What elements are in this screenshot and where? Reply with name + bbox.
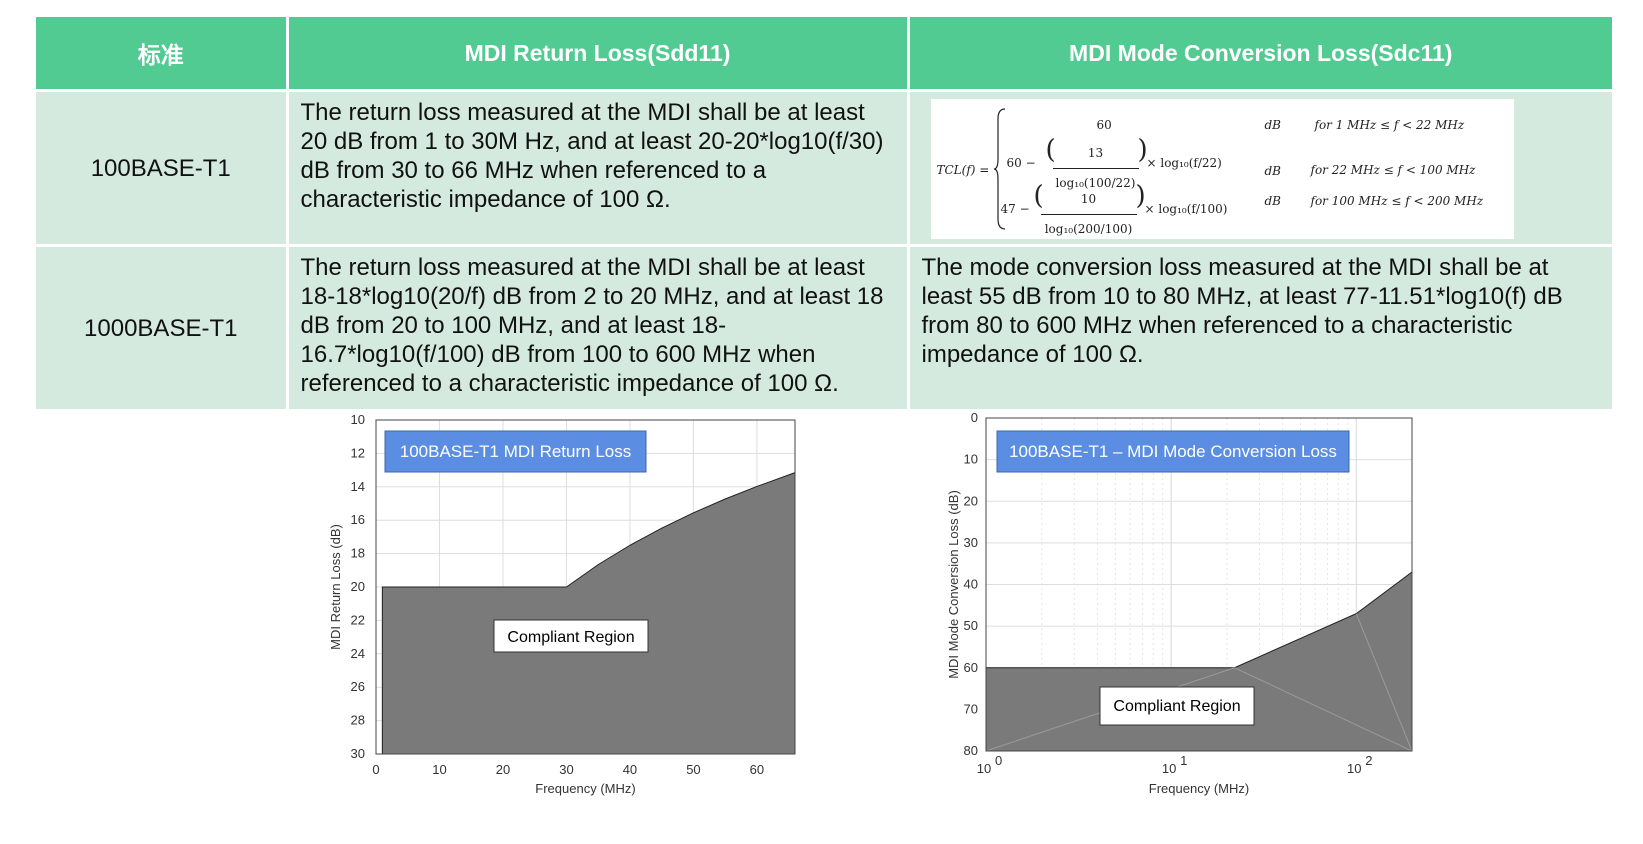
case3-fraction: 10 log₁₀(200/100)	[1040, 185, 1137, 244]
mode-conversion-cell: TCL(f) = 60 dB for 1 MHz ≤ f < 22 MHz 60…	[908, 90, 1612, 246]
compliant-region-box: Compliant Region	[493, 619, 649, 653]
header-standard: 标准	[36, 17, 289, 92]
tcl-formula: TCL(f) = 60 dB for 1 MHz ≤ f < 22 MHz 60…	[930, 99, 1514, 239]
case3-den: log₁₀(200/100)	[1044, 222, 1133, 236]
table-header-row: 标准 MDI Return Loss(Sdd11) MDI Mode Conve…	[36, 17, 1612, 92]
y-tick-label: 18	[351, 546, 365, 561]
y-tick-label: 10	[964, 452, 978, 467]
x-tick-label: 10	[1347, 761, 1361, 776]
y-tick-label: 30	[964, 535, 978, 550]
chart-title: 100BASE-T1 – MDI Mode Conversion Loss	[1009, 442, 1337, 461]
case2-suffix: × log₁₀(f/22)	[1146, 156, 1222, 170]
case3-paren-open: (	[1033, 181, 1044, 211]
y-tick-label: 40	[964, 577, 978, 592]
y-tick-label: 80	[964, 743, 978, 758]
case3-prefix: 47 −	[1000, 202, 1030, 216]
plot-frame	[985, 417, 1413, 752]
mode-conversion-chart: 10 0 10 1 10 2 0 10 20 30 40 50 60 70 80 Frequency (M…	[940, 405, 1430, 841]
chart-title-box: 100BASE-T1 MDI Return Loss	[384, 430, 647, 473]
x-tick-label: 0	[372, 762, 379, 777]
plot-frame	[375, 419, 796, 755]
case2-num: 13	[1052, 139, 1139, 169]
x-tick-label: 40	[623, 762, 637, 777]
return-loss-chart: 0 10 20 30 40 50 60 10 12 14 16 18 20 22 24 26 28 30 Fre…	[326, 405, 816, 841]
y-tick-label: 60	[964, 660, 978, 675]
y-tick-label: 20	[964, 493, 978, 508]
x-tick-label: 10	[1162, 761, 1176, 776]
x-tick-exponent: 0	[995, 753, 1002, 768]
case2-paren-open: (	[1045, 135, 1056, 165]
return-loss-text: The return loss measured at the MDI shal…	[300, 99, 884, 213]
chart-title-box: 100BASE-T1 – MDI Mode Conversion Loss	[996, 430, 1350, 473]
y-tick-label: 16	[351, 512, 365, 527]
case2-cond: for 22 MHz ≤ f < 100 MHz	[1310, 163, 1476, 177]
y-tick-label: 22	[351, 612, 365, 627]
standard-cell: 100BASE-T1	[36, 90, 289, 246]
case3-paren-close: )	[1135, 181, 1146, 211]
y-ticks: 0 10 20 30 40 50 60 70 80	[964, 410, 978, 758]
y-tick-label: 10	[351, 412, 365, 427]
y-tick-label: 28	[351, 713, 365, 728]
chart-title: 100BASE-T1 MDI Return Loss	[400, 442, 631, 461]
x-tick-label: 60	[750, 762, 764, 777]
x-tick-label: 10	[977, 761, 991, 776]
case2-prefix: 60 −	[1006, 156, 1036, 170]
case3-suffix: × log₁₀(f/100)	[1144, 202, 1228, 216]
header-return-loss: MDI Return Loss(Sdd11)	[287, 17, 910, 92]
x-tick-exponent: 2	[1365, 753, 1372, 768]
header-mode-conversion: MDI Mode Conversion Loss(Sdc11)	[908, 17, 1612, 92]
x-tick-label: 30	[559, 762, 573, 777]
region-diagonal	[1234, 667, 1413, 752]
compliant-region-label: Compliant Region	[1113, 698, 1240, 715]
mode-conversion-text: The mode conversion loss measured at the…	[921, 254, 1563, 368]
y-axis-label: MDI Return Loss (dB)	[328, 524, 343, 650]
brace-icon	[993, 108, 1005, 230]
y-tick-label: 26	[351, 679, 365, 694]
y-tick-label: 30	[351, 746, 365, 761]
y-tick-label: 24	[351, 646, 365, 661]
x-axis-label: Frequency (MHz)	[1149, 781, 1249, 796]
y-tick-label: 14	[351, 479, 365, 494]
case3-num: 10	[1040, 185, 1137, 215]
region-diagonal	[1355, 613, 1413, 752]
compliant-region-box: Compliant Region	[1099, 686, 1255, 726]
compliant-region-label: Compliant Region	[507, 629, 634, 646]
y-ticks: 10 12 14 16 18 20 22 24 26 28 30	[351, 412, 365, 761]
y-axis-label: MDI Mode Conversion Loss (dB)	[946, 490, 961, 679]
table-row: 100BASE-T1 The return loss measured at t…	[36, 90, 1612, 246]
x-ticks: 0 10 20 30 40 50 60	[372, 762, 764, 777]
x-ticks: 10 0 10 1 10 2	[977, 753, 1373, 776]
case3-cond: for 100 MHz ≤ f < 200 MHz	[1310, 194, 1484, 208]
y-tick-label: 12	[351, 445, 365, 460]
formula-lhs: TCL(f) =	[936, 163, 990, 177]
y-tick-label: 50	[964, 618, 978, 633]
case2-paren-close: )	[1137, 135, 1148, 165]
mode-conversion-chart-svg: 10 0 10 1 10 2 0 10 20 30 40 50 60 70 80 Frequency (M…	[946, 410, 1413, 796]
compliant-region-area	[381, 471, 796, 755]
standards-table: 标准 MDI Return Loss(Sdd11) MDI Mode Conve…	[36, 17, 1612, 409]
case3-unit: dB	[1264, 194, 1282, 208]
case2-unit: dB	[1264, 164, 1282, 178]
case1-unit: dB	[1264, 118, 1282, 132]
case1-cond: for 1 MHz ≤ f < 22 MHz	[1314, 118, 1465, 132]
case2-den: log₁₀(100/22)	[1055, 176, 1136, 190]
x-axis-label: Frequency (MHz)	[535, 781, 635, 796]
return-loss-cell: The return loss measured at the MDI shal…	[287, 90, 910, 246]
return-loss-text: The return loss measured at the MDI shal…	[300, 254, 884, 397]
case2-fraction: 13 log₁₀(100/22)	[1052, 139, 1139, 198]
x-tick-label: 10	[432, 762, 446, 777]
x-tick-exponent: 1	[1180, 753, 1187, 768]
standard-cell: 1000BASE-T1	[36, 244, 289, 409]
return-loss-cell: The return loss measured at the MDI shal…	[287, 244, 910, 409]
return-loss-chart-svg: 0 10 20 30 40 50 60 10 12 14 16 18 20 22 24 26 28 30 Fre…	[328, 412, 796, 796]
case1-expr: 60	[1096, 118, 1112, 132]
y-tick-label: 70	[964, 701, 978, 716]
mode-conversion-cell: The mode conversion loss measured at the…	[908, 244, 1612, 409]
x-tick-label: 20	[496, 762, 510, 777]
table-row: 1000BASE-T1 The return loss measured at …	[36, 244, 1612, 409]
y-tick-label: 20	[351, 579, 365, 594]
x-tick-label: 50	[686, 762, 700, 777]
y-tick-label: 0	[971, 410, 978, 425]
